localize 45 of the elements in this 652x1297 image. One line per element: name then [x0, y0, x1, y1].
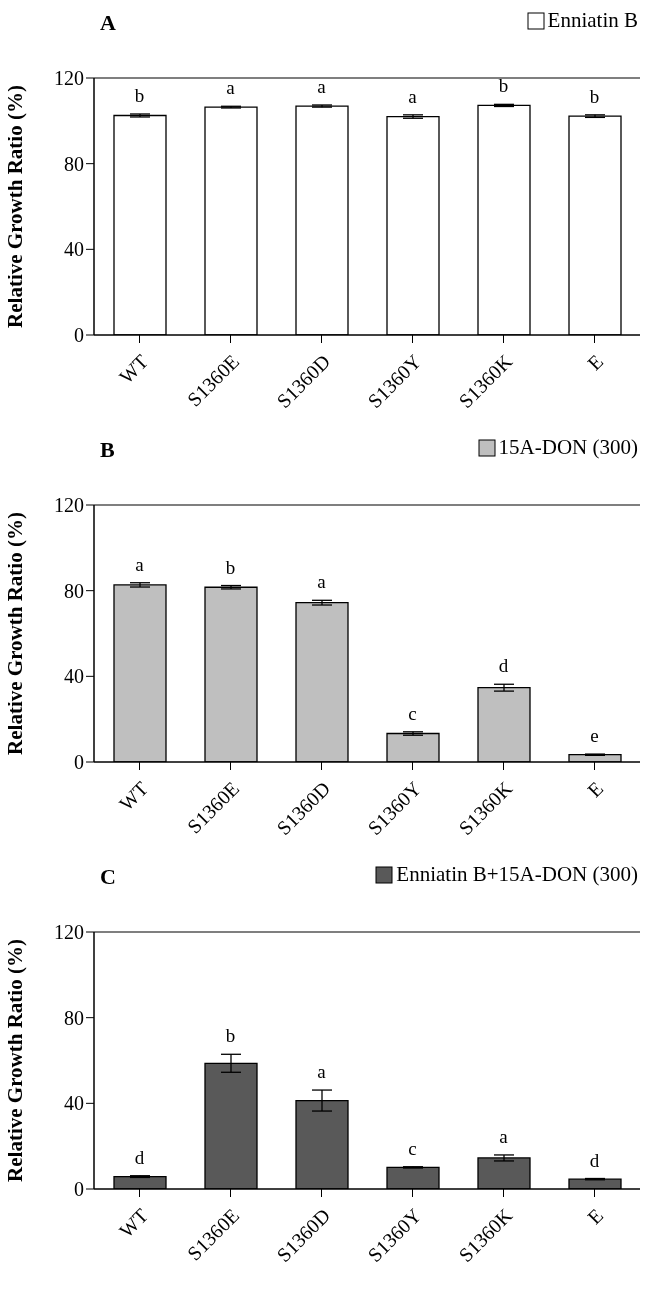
x-tick-label: WT — [114, 350, 153, 388]
y-tick-label: 80 — [64, 579, 84, 602]
annotation: b — [225, 1025, 236, 1047]
x-tick-label: E — [583, 1204, 608, 1229]
annotation: d — [589, 1149, 600, 1171]
x-tick-label: WT — [114, 1204, 153, 1242]
x-tick-label: WT — [114, 777, 153, 815]
y-tick-label: 0 — [74, 324, 84, 347]
y-axis-title: Relative Growth Ratio (%) — [3, 939, 28, 1182]
y-axis-title: Relative Growth Ratio (%) — [3, 85, 28, 328]
y-tick-label: 80 — [64, 152, 84, 175]
annotation: a — [226, 77, 236, 99]
annotation: a — [317, 1061, 327, 1083]
y-tick-label: 80 — [64, 1006, 84, 1029]
annotation: a — [135, 553, 145, 575]
legend-label: Enniatin B+15A-DON (300) — [396, 862, 638, 887]
x-tick-label: E — [583, 777, 608, 802]
y-axis-title: Relative Growth Ratio (%) — [3, 512, 28, 755]
y-tick-label: 0 — [74, 1178, 84, 1201]
y-tick-label: 40 — [64, 1092, 84, 1115]
annotation: a — [317, 75, 327, 97]
y-tick-label: 40 — [64, 665, 84, 688]
legend-label: Enniatin B — [547, 8, 638, 33]
chart-title: B — [100, 437, 115, 463]
y-tick-label: 0 — [74, 751, 84, 774]
annotation: b — [498, 75, 509, 97]
annotation: b — [589, 85, 600, 107]
y-tick-label: 120 — [54, 67, 84, 90]
annotation: d — [498, 655, 509, 677]
chart-title: A — [100, 10, 116, 36]
chart-title: C — [100, 864, 116, 890]
annotation: c — [408, 1137, 417, 1159]
y-tick-label: 40 — [64, 238, 84, 261]
annotation: a — [408, 85, 418, 107]
annotation: c — [408, 702, 417, 724]
annotation: b — [225, 556, 236, 578]
annotation: e — [590, 725, 599, 747]
legend-label: 15A-DON (300) — [498, 435, 638, 460]
annotation: b — [134, 84, 145, 106]
y-tick-label: 120 — [54, 921, 84, 944]
annotation: a — [317, 571, 327, 593]
annotation: a — [499, 1125, 509, 1147]
y-tick-label: 120 — [54, 494, 84, 517]
annotation: d — [134, 1146, 145, 1168]
x-tick-label: E — [583, 350, 608, 375]
